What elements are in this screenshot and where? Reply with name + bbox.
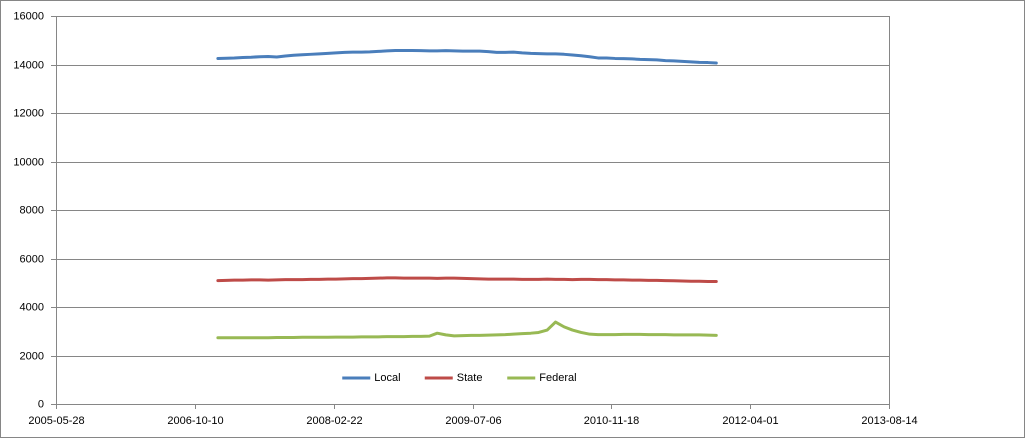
y-tick-label: 6000: [20, 253, 44, 265]
legend-label: Federal: [539, 372, 576, 384]
y-tick-label: 10000: [13, 156, 44, 168]
x-tick-label: 2013-08-14: [861, 415, 917, 427]
series-line: [216, 320, 718, 340]
x-tick-label: 2008-02-22: [306, 415, 362, 427]
legend-label: State: [457, 372, 483, 384]
x-tick-label: 2012-04-01: [722, 415, 778, 427]
y-tick-label: 0: [38, 398, 44, 410]
series-line: [216, 276, 718, 284]
x-tick-label: 2009-07-06: [445, 415, 501, 427]
y-tick-label: 14000: [13, 59, 44, 71]
y-tick-label: 16000: [13, 10, 44, 22]
y-tick-label: 2000: [20, 350, 44, 362]
y-tick-label: 4000: [20, 301, 44, 313]
x-tick-label: 2010-11-18: [584, 415, 639, 427]
x-tick-label: 2005-05-28: [28, 415, 84, 427]
x-tick-label: 2006-10-10: [167, 415, 223, 427]
y-tick-label: 8000: [20, 204, 44, 216]
y-tick-label: 12000: [13, 107, 44, 119]
series-line: [216, 48, 718, 65]
legend-label: Local: [374, 372, 400, 384]
